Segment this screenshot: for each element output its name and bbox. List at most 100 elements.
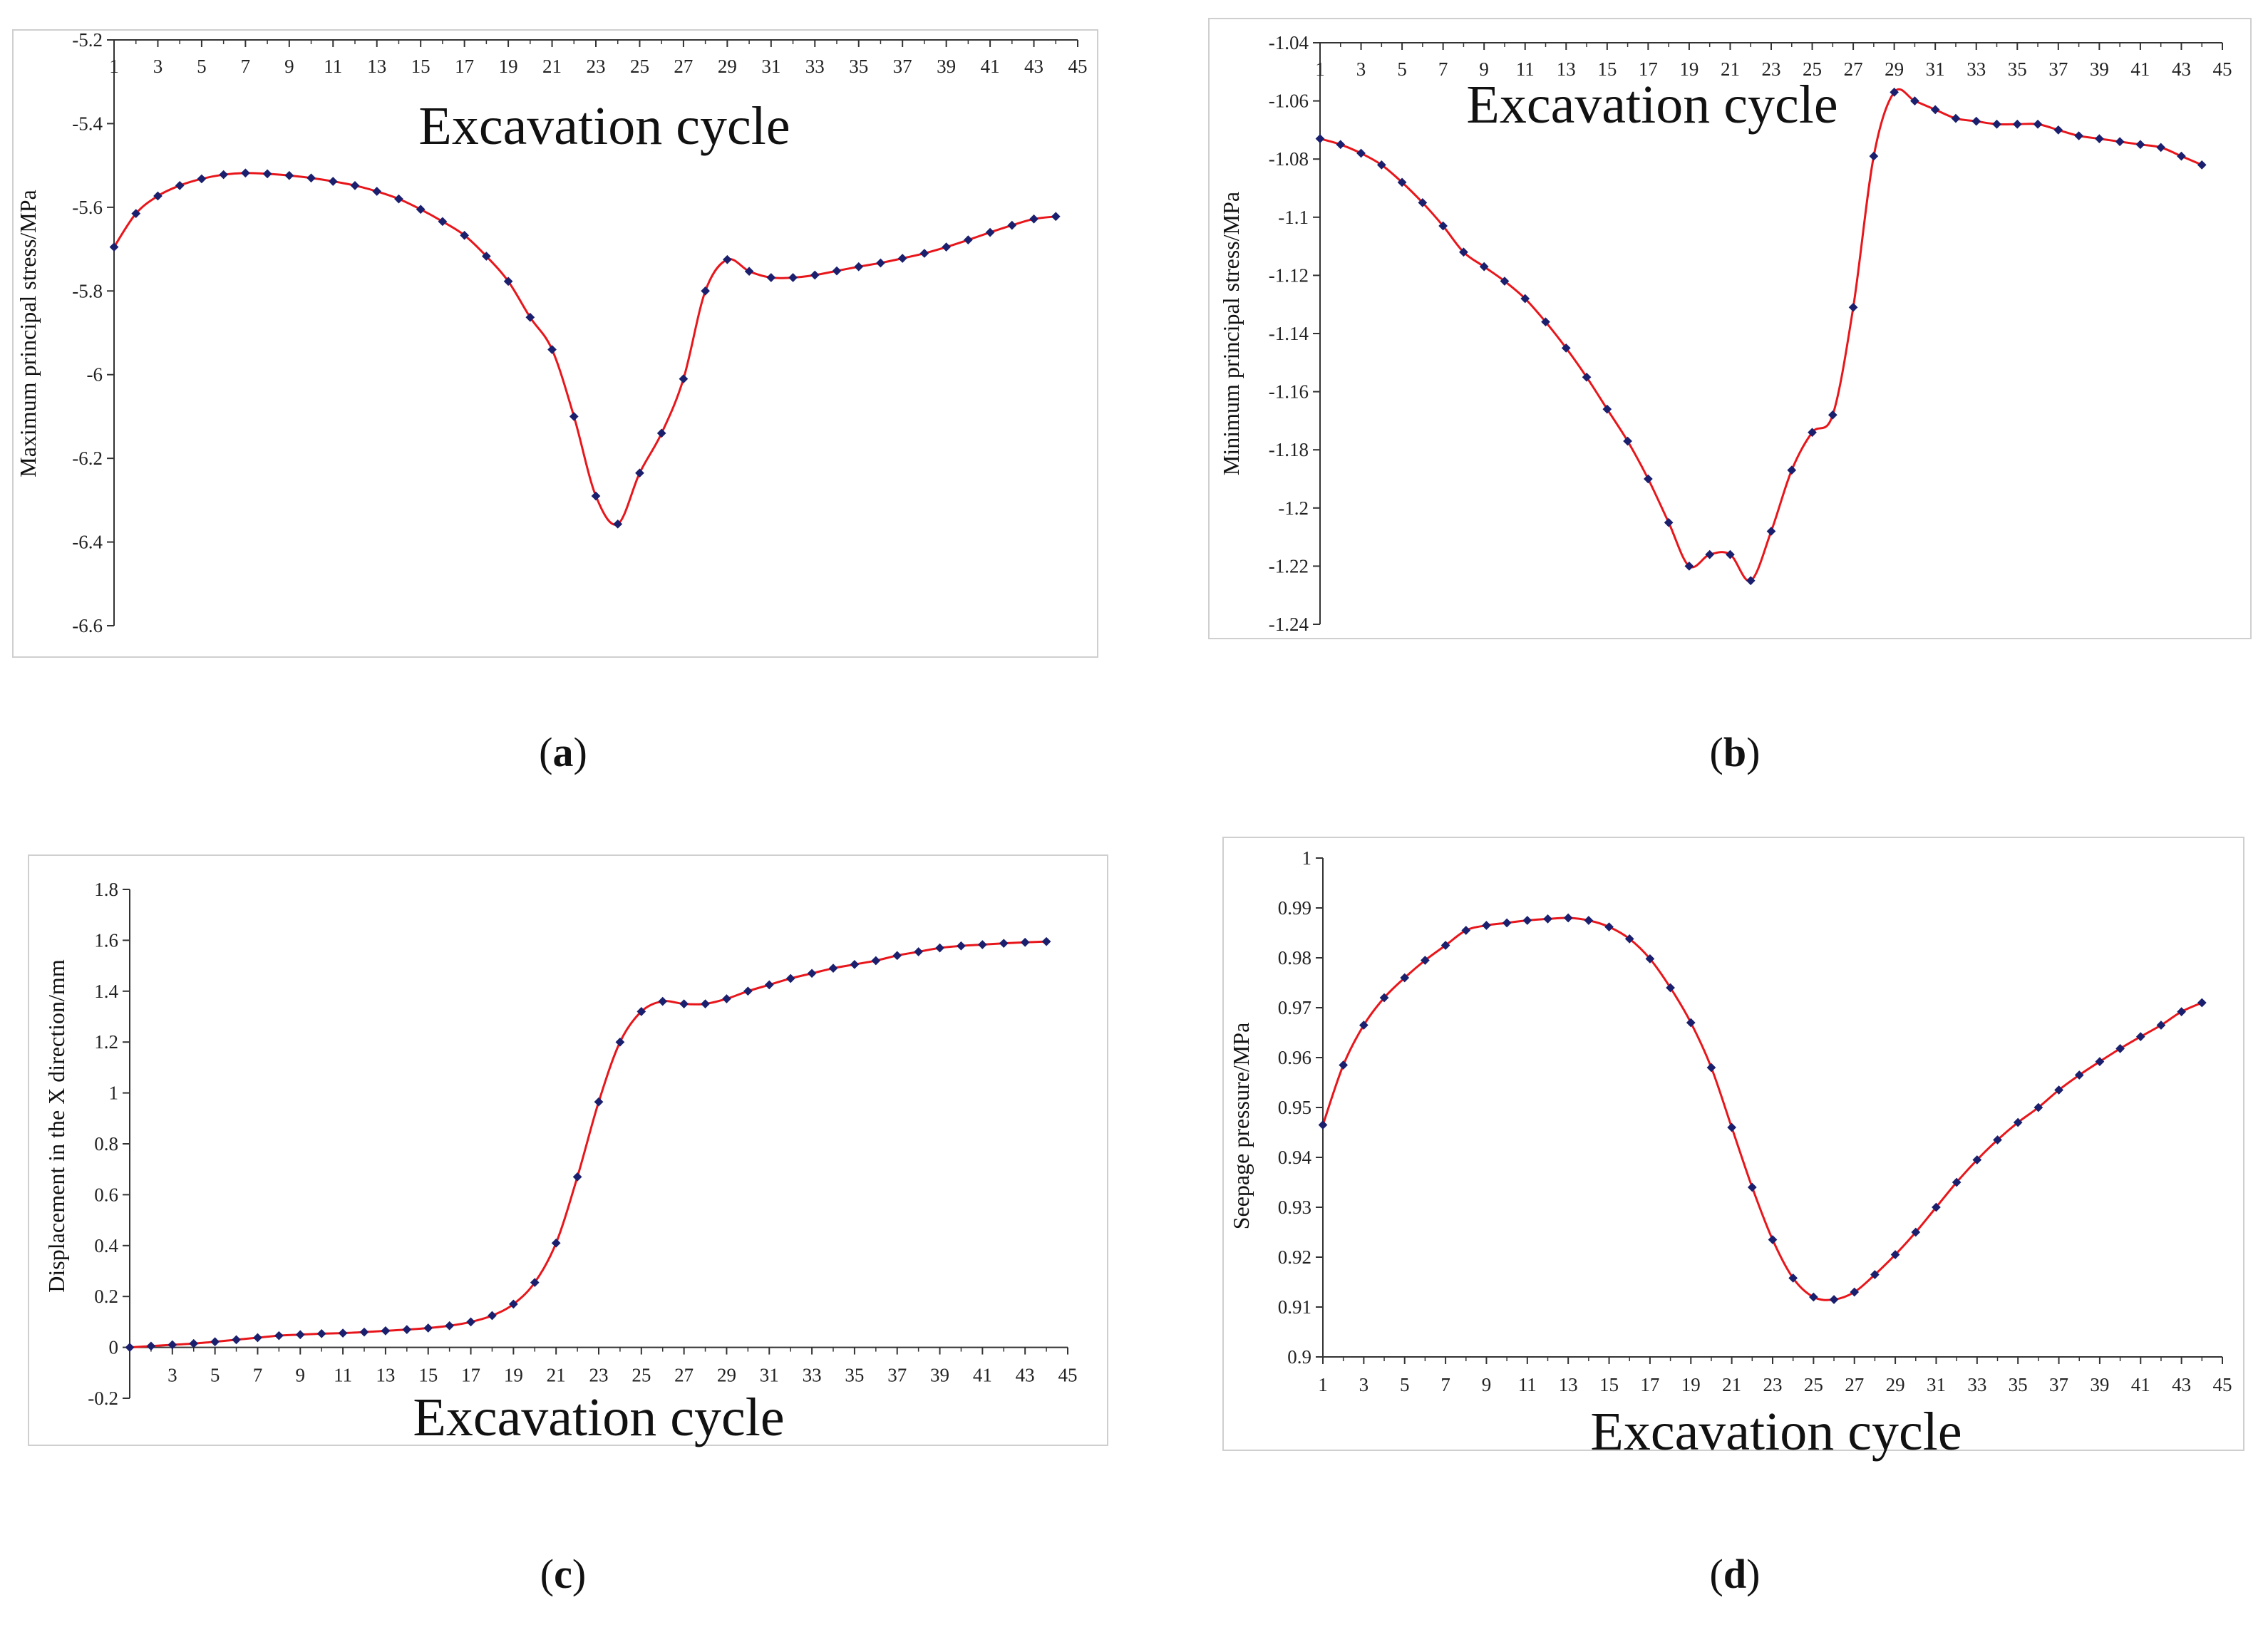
panel-d-data-point [1421, 956, 1430, 965]
panel-b-border [1208, 18, 2252, 639]
panel-b-caption-letter: b [1723, 729, 1746, 775]
panel-c-data-point [381, 1326, 391, 1336]
panel-b-data-point [1828, 410, 1837, 420]
panel-a-data-point [350, 180, 360, 190]
panel-d-data-point [1850, 1287, 1860, 1297]
panel-b-data-point [1930, 105, 1940, 115]
panel-b-ytick-label: -1.04 [1269, 32, 1309, 53]
panel-a-xtick-label: 5 [197, 56, 207, 77]
panel-d-data-point [2034, 1102, 2043, 1112]
panel-c-data-point [316, 1328, 326, 1338]
panel-c-ytick-label: 0.4 [94, 1235, 118, 1256]
panel-b-data-point [2033, 119, 2043, 129]
panel-c-xtick-label: 13 [376, 1365, 395, 1386]
panel-c-xtick-label: 31 [760, 1365, 779, 1386]
panel-a-data-point [262, 169, 272, 179]
panel-a-data-point [131, 209, 141, 219]
panel-b-ytick-label: -1.12 [1269, 264, 1309, 286]
panel-d-axes: 10.990.980.970.960.950.940.930.920.910.9… [1278, 847, 2232, 1395]
panel-a-ytick-label: -5.2 [72, 29, 103, 51]
panel-c-data-point [402, 1325, 412, 1334]
panel-a-data-point [679, 374, 689, 383]
panel-c-ytick-label: 1.4 [94, 981, 118, 1002]
panel-a-data-point [372, 187, 382, 196]
panel-c-xtick-label: 15 [418, 1365, 438, 1386]
panel-b-xtick-label: 11 [1516, 58, 1535, 80]
panel-a-xtick-label: 31 [761, 56, 780, 77]
panel-d-caption-letter: d [1723, 1551, 1746, 1597]
panel-d-ytick-label: 0.94 [1278, 1147, 1312, 1168]
panel-a-xtick-label: 1 [109, 56, 119, 77]
panel-a-data-point [722, 254, 732, 264]
panel-a-ytick-label: -5.4 [72, 113, 103, 134]
panel-d-data-point [1482, 921, 1491, 930]
panel-a-data-point [219, 170, 229, 180]
panel-d-xtick-label: 11 [1518, 1374, 1537, 1395]
panel-d-data-point [1768, 1235, 1778, 1244]
panel-c-data-point [615, 1037, 625, 1047]
panel-a-xtick-label: 41 [981, 56, 1000, 77]
panel-a-caption: (a) [539, 729, 587, 775]
panel-c-axes: 1.81.61.41.210.80.60.40.20-0.23 5 7 9 11 13 15… [88, 879, 1077, 1409]
panel-c-data-point [828, 964, 838, 973]
panel-d-xtick-label: 25 [1804, 1374, 1823, 1395]
panel-b-data-point [1992, 119, 2001, 129]
panel-c-xtick-label: 25 [632, 1365, 651, 1386]
panel-b-data-point [1623, 436, 1632, 446]
panel-d-data-point [2156, 1021, 2166, 1030]
panel-c-ytick-label: -0.2 [88, 1388, 118, 1409]
panel-d-data-point [1706, 1063, 1716, 1073]
panel-d-ytick-label: 0.96 [1278, 1047, 1311, 1068]
panel-c-ytick-label: 0 [109, 1337, 119, 1358]
panel-b-data-point [2094, 134, 2104, 144]
panel-a-xtick-label: 25 [630, 56, 649, 77]
panel-c-data-point [253, 1333, 262, 1343]
panel-c-data-point [764, 980, 774, 990]
panel-a-border [12, 29, 1098, 658]
panel-c-xtick-label: 45 [1058, 1365, 1078, 1386]
panel-d-ytick-label: 0.95 [1278, 1097, 1311, 1118]
panel-c-xtick-label: 27 [674, 1365, 694, 1386]
panel-a-ytick-label: -6.6 [72, 615, 103, 636]
panel-b-data-point [1356, 148, 1366, 158]
panel-c-data-point [807, 969, 817, 978]
panel-a-xtick-label: 27 [674, 56, 693, 77]
panel-a-ytick-label: -6.4 [72, 532, 103, 553]
panel-a-data-point [810, 270, 820, 280]
panel-c-data-point [488, 1311, 497, 1321]
panel-b-data-point [1582, 372, 1592, 382]
panel-d-data-point [1624, 934, 1634, 944]
panel-a-data-point [854, 262, 864, 272]
panel-d-data-point [1563, 913, 1573, 923]
panel-c-data-point [892, 951, 902, 961]
panel-b-xtick-label: 33 [1967, 58, 1986, 80]
panel-c-data-point [295, 1330, 305, 1340]
panel-b-data-point [1336, 140, 1346, 150]
panel-a-ytick-label: -6.2 [72, 448, 103, 469]
panel-b-xtick-label: 5 [1397, 58, 1407, 80]
panel-c-xtick-label: 29 [717, 1365, 736, 1386]
panel-d-xtick-label: 19 [1681, 1374, 1701, 1395]
panel-b-data-point [1684, 562, 1694, 571]
panel-d-xlabel: Excavation cycle [1590, 1402, 1962, 1462]
panel-d-data-point [1461, 926, 1471, 935]
panel-a-data-point [963, 235, 973, 245]
panel-d-xtick-label: 33 [1967, 1374, 1986, 1395]
panel-a-data-point [701, 286, 711, 296]
panel-d-xtick-label: 43 [2172, 1374, 2191, 1395]
panel-b-xlabel: Excavation cycle [1466, 75, 1837, 135]
panel-b-data-point [1766, 527, 1776, 536]
panel-d-xtick-label: 39 [2090, 1374, 2109, 1395]
panel-d-ytick-label: 0.92 [1278, 1246, 1311, 1268]
panel-d-xtick-label: 15 [1599, 1374, 1619, 1395]
panel-a-data-point [897, 254, 907, 263]
panel-b-ytick-label: -1.1 [1278, 207, 1309, 228]
panel-b-data-point [1479, 262, 1489, 272]
panel-b-ytick-label: -1.16 [1269, 381, 1309, 403]
panel-a-data-point [832, 266, 842, 276]
panel-d-xtick-label: 23 [1763, 1374, 1783, 1395]
panel-d-data-point [1645, 954, 1655, 964]
panel-b-xtick-label: 9 [1479, 58, 1489, 80]
panel-b-data-point [1787, 465, 1797, 475]
panel-c-data-point [743, 986, 753, 996]
